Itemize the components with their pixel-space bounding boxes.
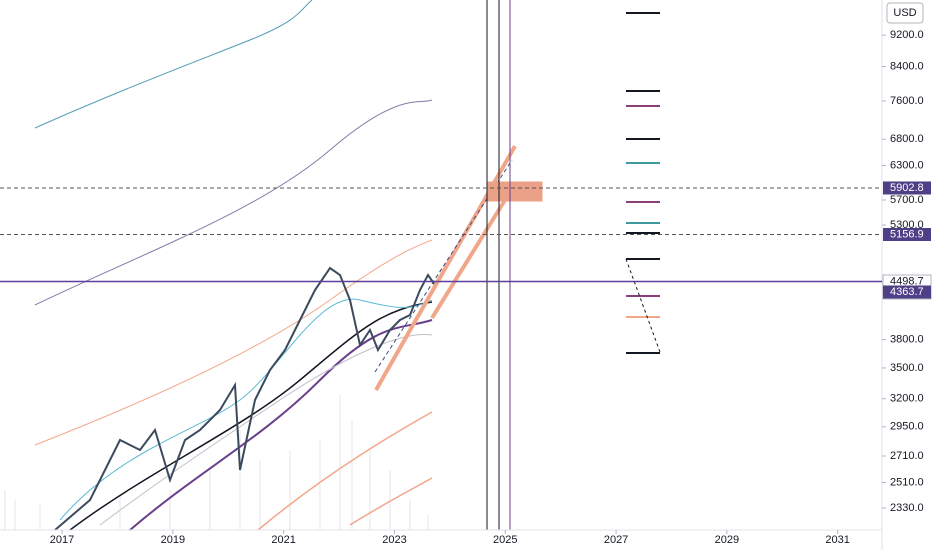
y-tick-label: 8400.0: [890, 60, 924, 72]
volume-bars: [4, 395, 429, 530]
drawings: [4, 0, 661, 531]
y-tick-label: 5300.0: [890, 219, 924, 231]
y-tick-label: 2510.0: [890, 476, 924, 488]
x-tick-label: 2025: [493, 534, 517, 546]
y-tick-label: 6800.0: [890, 133, 924, 145]
x-tick-label: 2019: [161, 534, 185, 546]
zigzag: [625, 258, 661, 353]
x-tick-label: 2029: [715, 534, 739, 546]
band-orange: [34, 239, 433, 446]
currency[interactable]: USD: [893, 7, 916, 19]
band-orange-low: [257, 411, 433, 531]
y-tick-label: 6300.0: [890, 159, 924, 171]
y-tick-label: 3500.0: [890, 362, 924, 374]
x-tick-label: 2017: [50, 534, 74, 546]
time-line: [486, 0, 500, 530]
x-tick-label: 2021: [271, 534, 295, 546]
ma-black: [69, 301, 433, 531]
ma-purple: [129, 319, 433, 531]
x-tick-label: 2031: [825, 534, 849, 546]
price-badge: [883, 181, 931, 195]
ma-grey: [99, 333, 433, 526]
channel-line: [430, 198, 507, 320]
band-upper: [34, 0, 313, 129]
price-badge: [883, 227, 931, 241]
price-badge: [883, 285, 931, 299]
price-badge-label: 5156.9: [890, 228, 924, 240]
price-badge-label: 4498.7: [890, 275, 924, 287]
price-candles: [54, 266, 436, 531]
y-tick-label: 9200.0: [890, 29, 924, 41]
price-badge-label: 5902.8: [890, 182, 924, 194]
ma-cyan: [59, 298, 433, 521]
level-markers: [626, 12, 660, 354]
y-tick-label: 3800.0: [890, 334, 924, 346]
x-tick-label: 2027: [604, 534, 628, 546]
y-tick-label: 2950.0: [890, 421, 924, 433]
price-badge-label: 4363.7: [890, 286, 924, 298]
x-tick-label: 2023: [382, 534, 406, 546]
y-tick-label: 5700.0: [890, 194, 924, 206]
target-box: [486, 181, 543, 202]
currency-button[interactable]: [886, 2, 924, 24]
y-tick-label: 2710.0: [890, 450, 924, 462]
band-mid: [34, 99, 433, 306]
y-tick-label: 2330.0: [890, 502, 924, 514]
band-orange-low2: [349, 477, 433, 526]
y-tick-label: 3200.0: [890, 393, 924, 405]
y-tick-label: 7600.0: [890, 95, 924, 107]
